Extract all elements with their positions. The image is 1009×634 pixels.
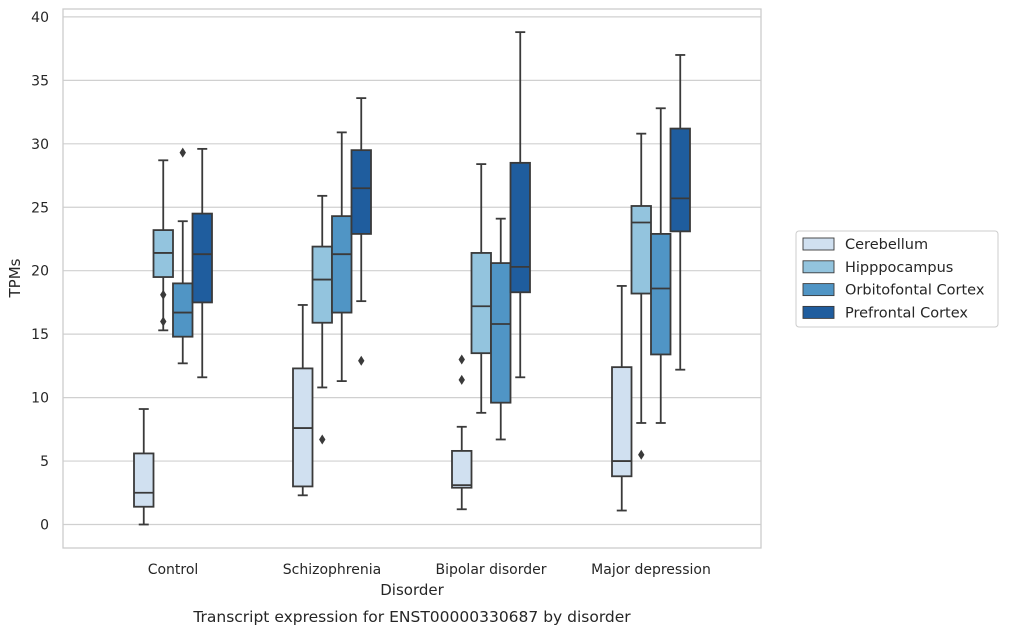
box-2-0 — [172, 147, 194, 365]
box-3-3 — [669, 54, 691, 371]
y-tick-label: 5 — [40, 454, 49, 470]
x-axis-ticks: Control Schizophrenia Bipolar disorder Majo… — [148, 562, 711, 578]
box-1-0 — [152, 159, 174, 332]
outlier-point — [160, 289, 167, 300]
box-3-0 — [191, 147, 213, 379]
x-axis-title: Disorder — [380, 581, 444, 599]
box-2-2 — [490, 217, 512, 441]
legend-swatch — [802, 260, 835, 274]
y-tick-label: 40 — [31, 10, 49, 26]
iqr-box — [669, 127, 691, 233]
chart-caption: Transcript expression for ENST0000033068… — [192, 608, 631, 626]
y-axis-title: TPMs — [6, 258, 24, 298]
legend-swatch — [802, 283, 835, 297]
box-0-0 — [133, 408, 155, 526]
box-1-2 — [470, 163, 492, 414]
iqr-box — [630, 205, 652, 295]
legend-swatch — [802, 305, 835, 319]
y-tick-label: 25 — [31, 200, 49, 216]
y-tick-label: 30 — [31, 137, 49, 153]
plot-frame — [62, 8, 762, 549]
legend: Cerebellum Hipppocampus Orbitofontal Corte… — [795, 230, 999, 328]
iqr-box — [650, 232, 672, 356]
y-tick-label: 0 — [40, 518, 49, 534]
outlier-point — [358, 355, 365, 366]
legend-frame — [795, 230, 999, 328]
box-plot-area — [133, 31, 691, 526]
iqr-box — [611, 366, 633, 478]
iqr-box — [470, 252, 492, 355]
outlier-point — [160, 316, 167, 327]
box-3-1 — [350, 97, 372, 366]
outlier-point — [179, 147, 186, 158]
x-tick-label: Schizophrenia — [283, 562, 381, 578]
y-axis-ticks: 0 5 10 15 20 25 30 35 40 — [31, 10, 49, 534]
legend-label: Prefrontal Cortex — [845, 305, 968, 321]
box-0-1 — [292, 304, 314, 497]
y-tick-label: 15 — [31, 327, 49, 343]
iqr-box — [509, 161, 531, 294]
box-3-2 — [509, 31, 531, 379]
outlier-point — [319, 434, 326, 445]
x-tick-label: Bipolar disorder — [435, 562, 546, 578]
iqr-box — [133, 452, 155, 508]
y-tick-label: 35 — [31, 73, 49, 89]
iqr-box — [311, 245, 333, 324]
outlier-point — [458, 354, 465, 365]
box-0-2 — [451, 354, 473, 511]
outlier-point — [638, 449, 645, 460]
y-tick-label: 20 — [31, 264, 49, 280]
legend-label: Hipppocampus — [845, 260, 953, 276]
x-tick-label: Major depression — [591, 562, 711, 578]
iqr-box — [331, 215, 353, 314]
iqr-box — [451, 449, 473, 489]
legend-label: Orbitofontal Cortex — [845, 283, 985, 299]
outlier-point — [458, 374, 465, 385]
y-tick-label: 10 — [31, 391, 49, 407]
iqr-box — [172, 282, 194, 338]
x-tick-label: Control — [148, 562, 199, 578]
iqr-box — [191, 212, 213, 304]
legend-label: Cerebellum — [845, 237, 928, 253]
box-2-3 — [650, 107, 672, 424]
iqr-box — [490, 262, 512, 404]
box-2-1 — [331, 131, 353, 383]
box-1-3 — [630, 132, 652, 460]
iqr-box — [350, 149, 372, 235]
box-1-1 — [311, 194, 333, 445]
box-0-3 — [611, 285, 633, 512]
legend-swatch — [802, 237, 835, 251]
